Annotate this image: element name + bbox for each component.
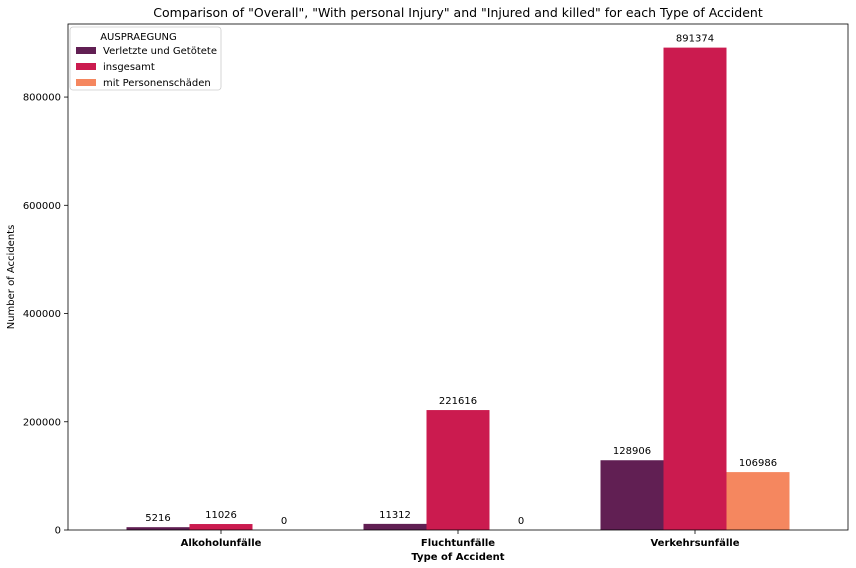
bar-value-label: 891374 <box>676 34 714 45</box>
legend-swatch <box>76 63 96 70</box>
bar <box>663 47 727 530</box>
legend-entry: Verletzte und Getötete <box>103 46 217 57</box>
y-axis-label: Number of Accidents <box>6 225 17 330</box>
x-axis-label: Type of Accident <box>411 552 504 563</box>
legend-entry: mit Personenschäden <box>103 78 211 89</box>
legend-swatch <box>76 79 96 86</box>
x-tick-label: Alkoholunfälle <box>181 538 262 549</box>
bar-value-label: 106986 <box>739 458 777 469</box>
x-tick-label: Verkehrsunfälle <box>650 538 739 549</box>
bar-value-label: 5216 <box>145 513 170 524</box>
legend-box <box>69 26 222 91</box>
bar <box>126 527 190 530</box>
legend: AUSPRAEGUNG Verletzte und Getötete insgesa… <box>69 26 222 91</box>
bar-value-label: 0 <box>518 516 524 527</box>
legend-swatch <box>76 47 96 54</box>
bar <box>363 523 427 530</box>
y-tick-label: 0 <box>55 526 61 537</box>
legend-entry: insgesamt <box>103 62 155 73</box>
bar-value-label: 221616 <box>439 396 477 407</box>
chart-title: Comparison of "Overall", "With personal … <box>153 5 763 20</box>
bar-value-label: 0 <box>281 516 287 527</box>
y-tick-label: 200000 <box>23 417 61 428</box>
bar <box>189 524 253 530</box>
x-tick-label: Fluchtunfälle <box>421 538 495 549</box>
y-tick-label: 600000 <box>23 201 61 212</box>
y-tick-label: 800000 <box>23 93 61 104</box>
bar-value-label: 11312 <box>379 510 411 521</box>
bar <box>426 410 490 530</box>
bar <box>726 472 790 530</box>
bar <box>600 460 664 530</box>
legend-title: AUSPRAEGUNG <box>100 32 177 43</box>
plot-area: 5216 11312 128906 11026 221616 891374 0 0 106986… <box>23 23 849 549</box>
y-tick-label: 400000 <box>23 309 61 320</box>
bar-value-label: 128906 <box>613 446 651 457</box>
bar-value-label: 11026 <box>205 510 237 521</box>
